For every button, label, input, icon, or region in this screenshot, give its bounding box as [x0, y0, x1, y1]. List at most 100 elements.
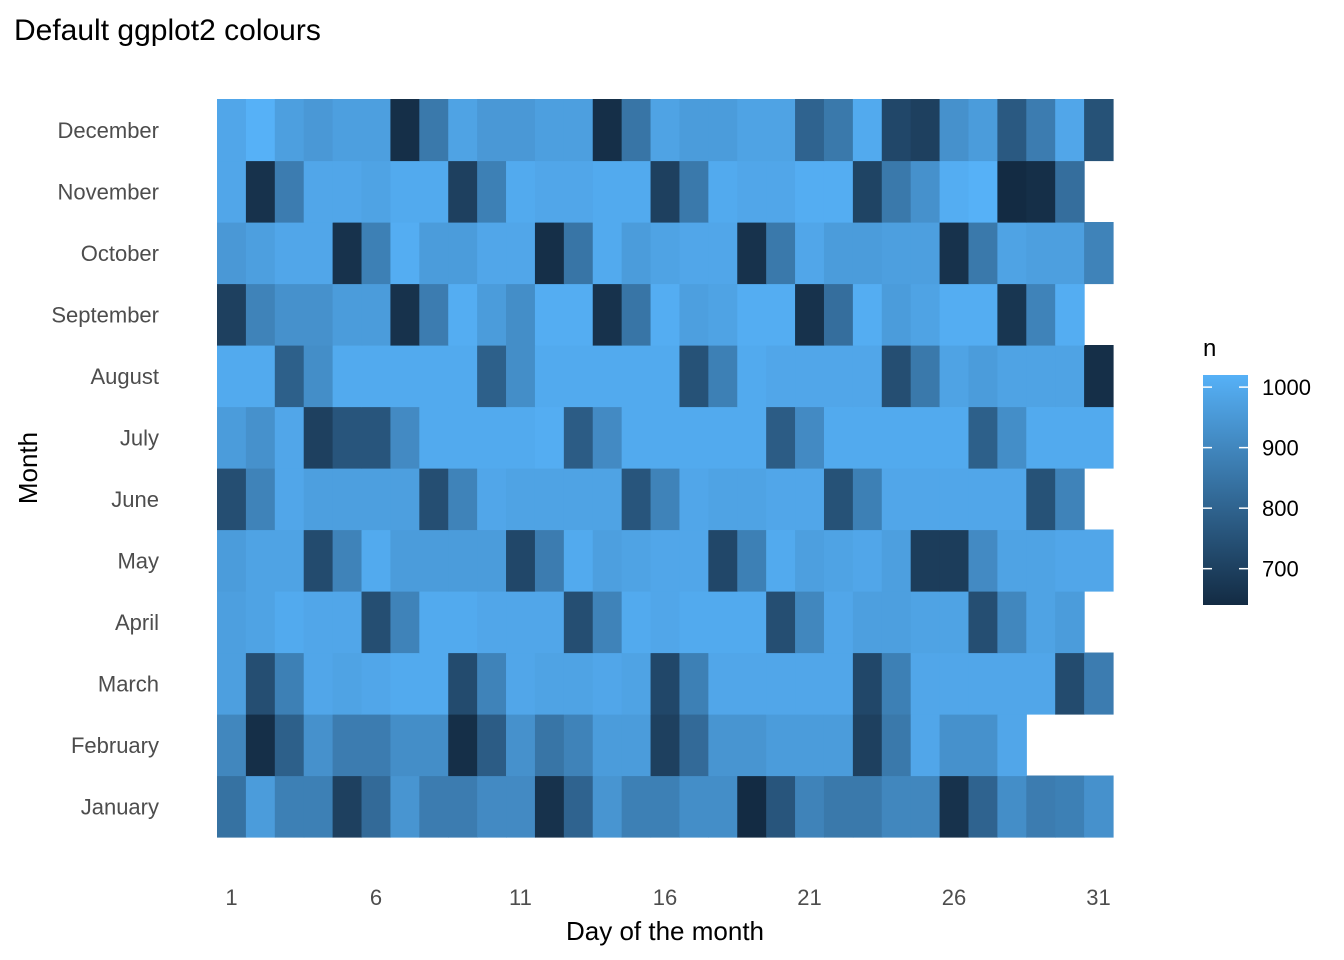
- heatmap-cell: [477, 529, 507, 592]
- heatmap-cell: [217, 283, 247, 346]
- heatmap-cell: [361, 775, 392, 838]
- heatmap-cell: [1026, 222, 1056, 285]
- heatmap-cell: [766, 222, 796, 285]
- heatmap-cell: [332, 775, 363, 838]
- heatmap-cell: [332, 714, 363, 777]
- heatmap-cell: [881, 222, 912, 285]
- heatmap-cell: [274, 652, 305, 715]
- heatmap-cell: [881, 591, 912, 654]
- heatmap-cell: [737, 99, 767, 162]
- heatmap-cell: [419, 345, 449, 408]
- heatmap-cell: [650, 283, 681, 346]
- heatmap-cell: [679, 406, 709, 469]
- heatmap-cell: [766, 529, 796, 592]
- heatmap-cell: [650, 591, 681, 654]
- heatmap-cell: [448, 468, 478, 531]
- heatmap-cell: [217, 591, 247, 654]
- heatmap-cell: [592, 283, 623, 346]
- heatmap-cell: [1055, 406, 1085, 469]
- heatmap-cell: [737, 283, 767, 346]
- heatmap-cell: [939, 160, 970, 223]
- heatmap-cell: [303, 222, 334, 285]
- heatmap-cell: [1055, 529, 1085, 592]
- heatmap-cell: [621, 99, 652, 162]
- heatmap-cell: [708, 591, 738, 654]
- heatmap-cell: [390, 775, 420, 838]
- heatmap-cell: [303, 591, 334, 654]
- heatmap-cell: [506, 406, 536, 469]
- heatmap-cell: [621, 160, 652, 223]
- heatmap-cell: [737, 714, 767, 777]
- heatmap-cell: [1026, 283, 1056, 346]
- heatmap-cell: [679, 591, 709, 654]
- heatmap-cell: [1055, 591, 1085, 654]
- heatmap-cell: [881, 283, 912, 346]
- heatmap-cell: [506, 591, 536, 654]
- heatmap-cell: [737, 775, 767, 838]
- heatmap-cell: [274, 160, 305, 223]
- heatmap-cell: [1055, 345, 1085, 408]
- heatmap-cell: [1055, 468, 1085, 531]
- heatmap-cell: [419, 714, 449, 777]
- heatmap-cell: [766, 775, 796, 838]
- heatmap-cell: [563, 529, 594, 592]
- heatmap-cell: [968, 775, 998, 838]
- heatmap-cell: [217, 775, 247, 838]
- heatmap-cell: [795, 468, 825, 531]
- heatmap-cell: [708, 283, 738, 346]
- heatmap-cell: [563, 775, 594, 838]
- heatmap-cell: [332, 406, 363, 469]
- heatmap-cell: [477, 591, 507, 654]
- heatmap-cell: [910, 222, 941, 285]
- heatmap-cell: [303, 652, 334, 715]
- heatmap-cell: [448, 406, 478, 469]
- heatmap-cell: [1055, 283, 1085, 346]
- heatmap-cell: [968, 591, 998, 654]
- heatmap-cell: [245, 468, 276, 531]
- heatmap-cell: [332, 99, 363, 162]
- heatmap-cell: [766, 652, 796, 715]
- heatmap-cell: [361, 714, 392, 777]
- heatmap-cell: [679, 775, 709, 838]
- legend-tick-label: 900: [1262, 436, 1299, 461]
- heatmap-cell: [1055, 652, 1085, 715]
- heatmap-cell: [795, 591, 825, 654]
- heatmap-cell: [448, 222, 478, 285]
- heatmap-cell: [968, 652, 998, 715]
- heatmap-cell: [881, 714, 912, 777]
- heatmap-cell: [708, 222, 738, 285]
- heatmap-cell: [910, 99, 941, 162]
- heatmap-cell: [390, 222, 420, 285]
- heatmap-cell: [679, 99, 709, 162]
- heatmap-cell: [939, 591, 970, 654]
- y-tick-label: June: [111, 487, 159, 512]
- heatmap-cell: [1084, 652, 1114, 715]
- heatmap-cell: [217, 714, 247, 777]
- heatmap-cell: [795, 345, 825, 408]
- heatmap-cell: [361, 345, 392, 408]
- heatmap-cell: [448, 652, 478, 715]
- heatmap-cell: [968, 283, 998, 346]
- heatmap-cell: [968, 468, 998, 531]
- heatmap-cell: [852, 652, 883, 715]
- heatmap-cell: [563, 345, 594, 408]
- heatmap-cell: [708, 529, 738, 592]
- heatmap-cell: [737, 652, 767, 715]
- heatmap-cell: [852, 529, 883, 592]
- heatmap-cell: [332, 222, 363, 285]
- heatmap-cell: [997, 529, 1027, 592]
- heatmap-cell: [621, 775, 652, 838]
- heatmap-cell: [881, 99, 912, 162]
- heatmap-cell: [332, 468, 363, 531]
- heatmap-cell: [332, 529, 363, 592]
- heatmap-cell: [968, 529, 998, 592]
- heatmap-cell: [217, 222, 247, 285]
- heatmap-cell: [390, 714, 420, 777]
- heatmap-cell: [563, 160, 594, 223]
- heatmap-cell: [245, 591, 276, 654]
- heatmap-cell: [448, 99, 478, 162]
- heatmap-cell: [708, 468, 738, 531]
- x-tick-label: 26: [942, 885, 966, 910]
- heatmap-cell: [419, 775, 449, 838]
- heatmap-cell: [303, 406, 334, 469]
